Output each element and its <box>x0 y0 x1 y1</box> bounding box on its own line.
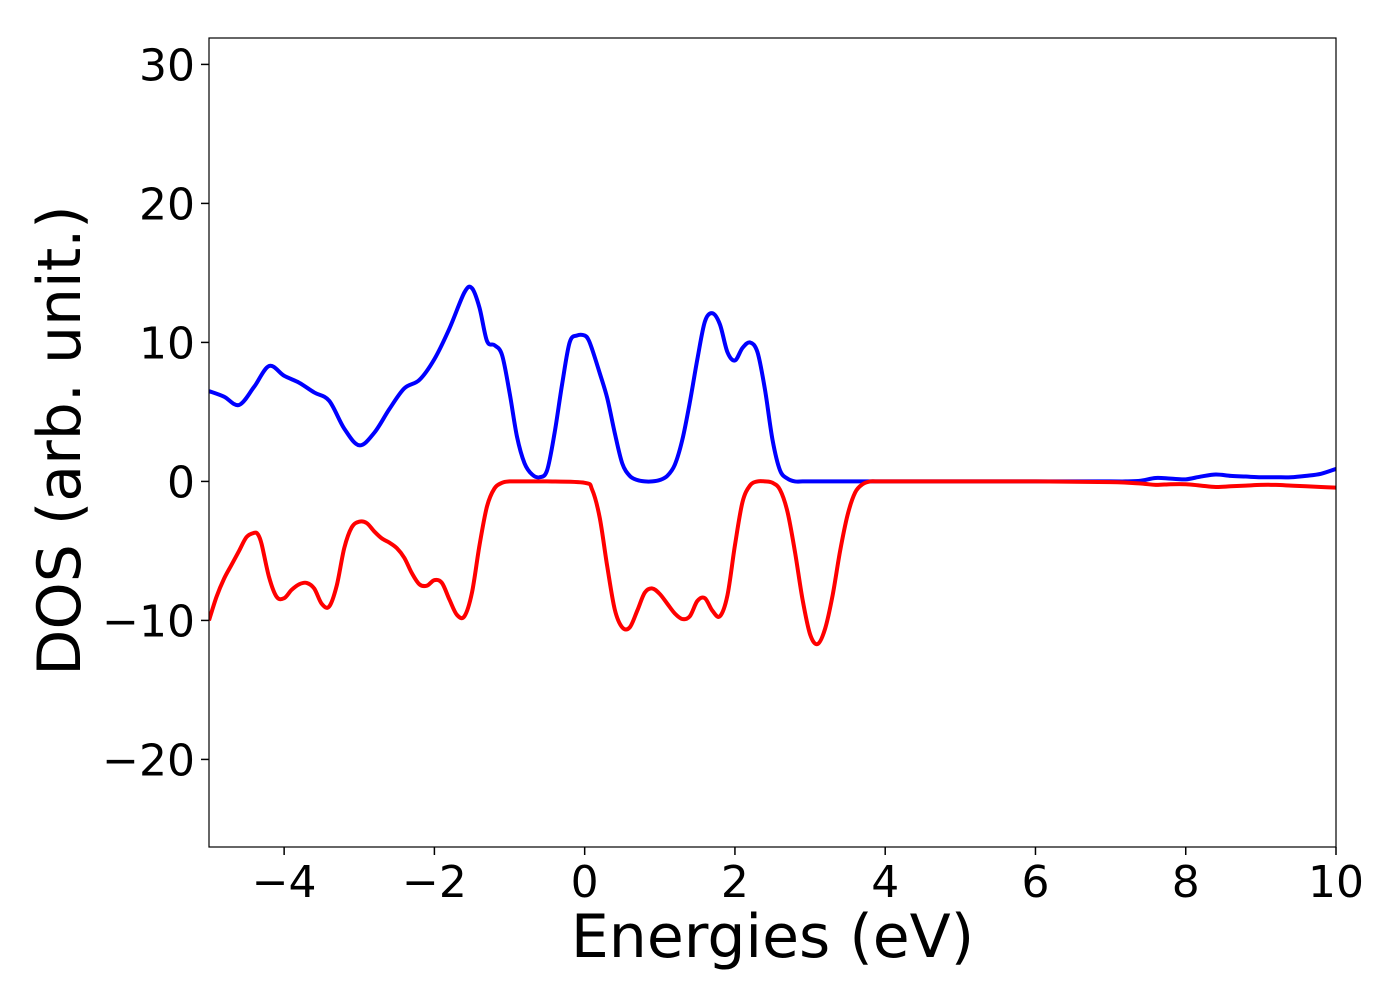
x-tick-label: 4 <box>871 857 899 908</box>
y-tick-label: −20 <box>102 735 195 786</box>
y-tick-label: 10 <box>139 318 195 369</box>
series-line-blue <box>209 284 1336 484</box>
series-line-red <box>209 479 1336 647</box>
x-axis-label: Energies (eV) <box>571 902 974 972</box>
y-tick-label: 20 <box>139 179 195 230</box>
y-tick-label: −10 <box>102 596 195 647</box>
axes-frame <box>208 37 1337 848</box>
y-tick-label: 30 <box>139 40 195 91</box>
x-tick-label: 10 <box>1308 857 1364 908</box>
x-tick-label: 0 <box>571 857 599 908</box>
x-tick-label: 2 <box>721 857 749 908</box>
x-tick-label: 6 <box>1021 857 1049 908</box>
x-tick-label: −4 <box>252 857 317 908</box>
y-axis-label: DOS (arb. unit.) <box>25 205 95 675</box>
x-tick-label: 8 <box>1172 857 1200 908</box>
x-tick-label: −2 <box>402 857 467 908</box>
series-layer <box>209 284 1336 647</box>
y-tick-label: 0 <box>167 457 195 508</box>
